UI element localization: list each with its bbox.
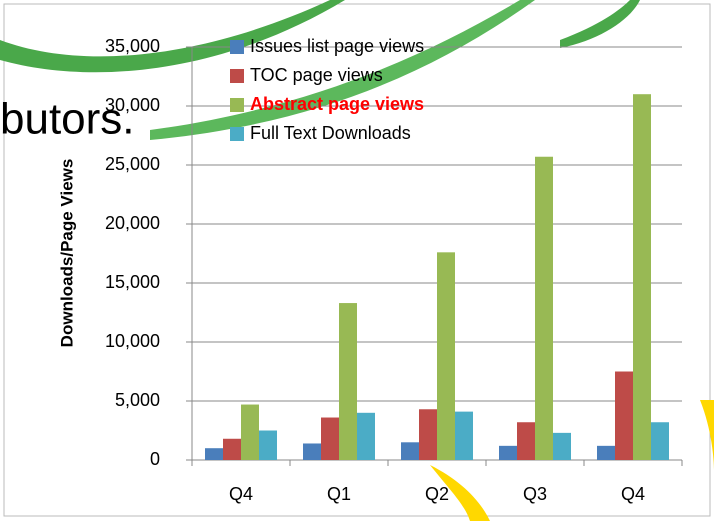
bar — [517, 422, 535, 460]
y-tick-label: 15,000 — [105, 272, 160, 292]
y-tick-label: 30,000 — [105, 95, 160, 115]
y-tick-label: 0 — [150, 449, 160, 469]
page: butors. Downloads/Page Views 05,00010,00… — [0, 0, 714, 521]
x-tick-label: Q4 — [621, 484, 645, 504]
y-tick-label: 25,000 — [105, 154, 160, 174]
y-tick-label: 20,000 — [105, 213, 160, 233]
bar — [419, 409, 437, 460]
y-tick-label: 10,000 — [105, 331, 160, 351]
bar — [205, 448, 223, 460]
legend-text: Abstract page views — [250, 94, 424, 114]
bar — [499, 446, 517, 460]
x-tick-label: Q4 — [229, 484, 253, 504]
legend-swatch — [230, 69, 244, 83]
bar — [633, 94, 651, 460]
bar — [321, 418, 339, 460]
bar — [401, 442, 419, 460]
y-tick-label: 5,000 — [115, 390, 160, 410]
bar — [597, 446, 615, 460]
bar — [339, 303, 357, 460]
chart: butors. Downloads/Page Views 05,00010,00… — [0, 0, 714, 521]
legend-swatch — [230, 127, 244, 141]
x-tick-label: Q1 — [327, 484, 351, 504]
bar — [223, 439, 241, 460]
bar — [535, 157, 553, 460]
bar — [437, 252, 455, 460]
bar — [241, 405, 259, 460]
legend-text: Issues list page views — [250, 36, 424, 56]
bar — [259, 431, 277, 461]
bar — [455, 412, 473, 460]
x-tick-label: Q2 — [425, 484, 449, 504]
bar — [357, 413, 375, 460]
legend-text: TOC page views — [250, 65, 383, 85]
y-tick-label: 35,000 — [105, 36, 160, 56]
bar — [303, 443, 321, 460]
bar — [651, 422, 669, 460]
legend-swatch — [230, 98, 244, 112]
bar — [553, 433, 571, 460]
legend-swatch — [230, 40, 244, 54]
y-axis-title: Downloads/Page Views — [57, 159, 76, 348]
bar — [615, 372, 633, 461]
x-tick-label: Q3 — [523, 484, 547, 504]
legend-text: Full Text Downloads — [250, 123, 411, 143]
